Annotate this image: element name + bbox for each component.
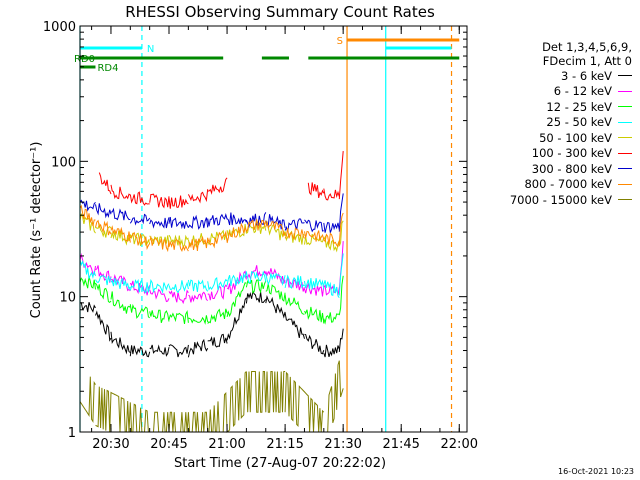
legend-swatch	[618, 137, 632, 139]
series-line-2	[79, 275, 344, 325]
legend-label: 25 - 50 keV	[546, 115, 612, 130]
x-tick-label-6: 22:00	[441, 437, 478, 452]
flag-label-rd4: RD4	[97, 63, 118, 74]
legend-header-1: Det 1,3,4,5,6,9,	[542, 40, 632, 54]
legend-swatch	[618, 152, 632, 154]
series-line-8	[79, 360, 344, 433]
plot-frame	[79, 25, 468, 433]
legend-label: 800 - 7000 keV	[524, 177, 612, 192]
x-axis-label: Start Time (27-Aug-07 20:22:02)	[174, 456, 386, 471]
series-line-3	[79, 253, 344, 299]
legend-swatch	[618, 121, 632, 123]
series-line-5	[98, 151, 344, 209]
y-tick-label-2: 100	[51, 155, 76, 170]
legend-swatch	[618, 168, 632, 170]
legend-entry: 300 - 800 keV	[470, 161, 632, 177]
series-line-0	[79, 289, 344, 358]
chart-title: RHESSI Observing Summary Count Rates	[125, 3, 435, 21]
x-tick-label-1: 20:45	[150, 437, 187, 452]
legend-label: 100 - 300 keV	[531, 146, 612, 161]
series-line-1	[79, 241, 344, 305]
legend-label: 7000 - 15000 keV	[509, 192, 612, 207]
x-tick-label-0: 20:30	[92, 437, 129, 452]
flag-label-s: S	[337, 36, 343, 47]
legend-swatch	[618, 183, 632, 185]
series-line-7	[79, 204, 344, 253]
y-axis-label: Count Rate (s⁻¹ detector⁻¹)	[29, 142, 44, 319]
legend-swatch	[618, 106, 632, 108]
x-tick-label-5: 21:45	[382, 437, 419, 452]
footer-timestamp: 16-Oct-2021 10:23	[558, 467, 634, 476]
x-tick-label-4: 21:30	[324, 437, 361, 452]
y-tick-label-1: 10	[59, 291, 76, 306]
y-tick-label-0: 1	[68, 426, 76, 441]
x-tick-label-2: 21:00	[208, 437, 245, 452]
legend-entry: 6 - 12 keV	[470, 84, 632, 100]
legend-header-2: FDecim 1, Att 0	[542, 54, 632, 68]
legend-swatch	[618, 90, 632, 92]
legend-swatch	[618, 199, 632, 201]
series-line-6	[79, 193, 344, 233]
flag-label-rd0: RD0	[74, 54, 95, 65]
legend-entry: 12 - 25 keV	[470, 99, 632, 115]
legend-label: 50 - 100 keV	[539, 130, 612, 145]
x-tick-label-3: 21:15	[266, 437, 303, 452]
legend-entry: 50 - 100 keV	[470, 130, 632, 146]
legend: Det 1,3,4,5,6,9, FDecim 1, Att 0 3 - 6 k…	[470, 40, 632, 208]
legend-label: 3 - 6 keV	[561, 68, 612, 83]
legend-entry: 800 - 7000 keV	[470, 177, 632, 193]
legend-entry: 25 - 50 keV	[470, 115, 632, 131]
flag-label-n: N	[147, 44, 154, 55]
y-tick-label-3: 1000	[43, 20, 76, 35]
legend-entry: 3 - 6 keV	[470, 68, 632, 84]
legend-swatch	[618, 75, 632, 77]
legend-entry: 100 - 300 keV	[470, 146, 632, 162]
legend-label: 12 - 25 keV	[546, 99, 612, 114]
legend-entry: 7000 - 15000 keV	[470, 192, 632, 208]
legend-label: 300 - 800 keV	[531, 161, 612, 176]
legend-label: 6 - 12 keV	[553, 84, 612, 99]
